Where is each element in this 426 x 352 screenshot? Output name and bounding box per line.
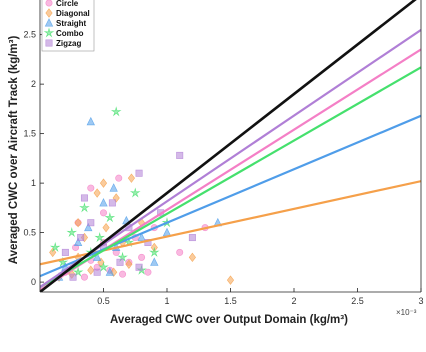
data-point bbox=[80, 194, 88, 202]
data-point bbox=[87, 184, 95, 192]
reference-line bbox=[40, 0, 417, 292]
data-point bbox=[108, 199, 116, 207]
data-point bbox=[109, 183, 118, 192]
x-axis-multiplier: ×10⁻³ bbox=[396, 308, 417, 317]
data-point bbox=[127, 173, 136, 183]
data-point bbox=[188, 234, 196, 242]
data-point bbox=[69, 273, 77, 281]
data-point bbox=[72, 266, 84, 277]
legend-marker-zigzag bbox=[45, 39, 53, 47]
legend-label-straight: Straight bbox=[56, 19, 87, 28]
series-straight-points bbox=[54, 116, 222, 281]
data-point bbox=[94, 231, 105, 243]
data-point bbox=[110, 106, 122, 117]
data-point bbox=[125, 259, 133, 269]
data-point bbox=[176, 248, 184, 256]
data-point bbox=[49, 247, 57, 258]
data-point bbox=[77, 234, 85, 242]
y-axis-label: Averaged CWC over Aircraft Track (kg/m³) bbox=[8, 36, 20, 265]
y-tick-label: 1.5 bbox=[23, 129, 36, 139]
data-point bbox=[144, 268, 152, 276]
legend-label-zigzag: Zigzag bbox=[56, 39, 81, 48]
data-point bbox=[135, 169, 143, 177]
data-point bbox=[119, 270, 127, 278]
fit-line-combo bbox=[40, 66, 421, 289]
axes: 0.5 1 1.5 2 2.5 3 0 0.5 1 1.5 2 2.5 bbox=[23, 0, 424, 306]
x-tick-label: 2.5 bbox=[351, 296, 364, 306]
data-point bbox=[92, 252, 102, 261]
data-point bbox=[135, 263, 143, 271]
data-point bbox=[104, 212, 116, 223]
y-tick-label: 1 bbox=[31, 178, 36, 188]
legend-marker-circle bbox=[45, 0, 53, 7]
data-point bbox=[116, 258, 124, 266]
fit-line-zigzag bbox=[40, 28, 421, 288]
y-tick-label: 0.5 bbox=[23, 228, 36, 238]
x-tick-label: 0.5 bbox=[97, 296, 110, 306]
legend-label-circle: Circle bbox=[56, 0, 79, 8]
y-tick-label: 0 bbox=[31, 277, 36, 287]
data-point bbox=[93, 188, 101, 198]
legend-label-diagonal: Diagonal bbox=[56, 9, 90, 18]
legend-marker-diagonal bbox=[45, 8, 53, 18]
data-point bbox=[105, 267, 115, 276]
data-point bbox=[86, 116, 95, 126]
plot-inner bbox=[40, 0, 421, 292]
data-point bbox=[138, 253, 146, 261]
legend-label-combo: Combo bbox=[56, 29, 84, 38]
data-point bbox=[74, 218, 82, 228]
data-point bbox=[61, 248, 69, 256]
data-point bbox=[93, 268, 101, 276]
data-point bbox=[80, 273, 88, 281]
y-tick-label: 2.5 bbox=[23, 30, 36, 40]
data-point bbox=[99, 178, 108, 188]
data-point bbox=[117, 251, 128, 262]
data-point bbox=[129, 187, 141, 198]
data-point bbox=[49, 241, 61, 252]
data-point bbox=[188, 252, 196, 263]
data-point bbox=[176, 151, 184, 159]
plot-area bbox=[40, 0, 421, 292]
data-point bbox=[79, 202, 90, 213]
data-point bbox=[137, 232, 146, 242]
legend-marker-straight bbox=[44, 18, 54, 27]
data-point bbox=[148, 246, 160, 257]
data-point bbox=[84, 222, 93, 232]
x-tick-label: 1 bbox=[164, 296, 169, 306]
data-point bbox=[66, 227, 78, 238]
data-point bbox=[150, 257, 159, 266]
data-point bbox=[87, 219, 95, 227]
data-point bbox=[98, 261, 109, 272]
data-point bbox=[226, 275, 235, 285]
legend-marker-combo bbox=[43, 27, 55, 38]
y-tick-label: 2 bbox=[31, 79, 36, 89]
x-tick-label: 1.5 bbox=[224, 296, 237, 306]
data-point bbox=[73, 237, 83, 247]
x-tick-label: 2 bbox=[291, 296, 296, 306]
data-point bbox=[102, 222, 110, 233]
data-point bbox=[100, 209, 108, 217]
x-axis-label: Averaged CWC over Output Domain (kg/m³) bbox=[110, 314, 348, 326]
x-tick-label: 3 bbox=[418, 296, 423, 306]
data-point bbox=[99, 198, 108, 207]
data-point bbox=[115, 174, 123, 182]
data-point bbox=[87, 265, 95, 275]
